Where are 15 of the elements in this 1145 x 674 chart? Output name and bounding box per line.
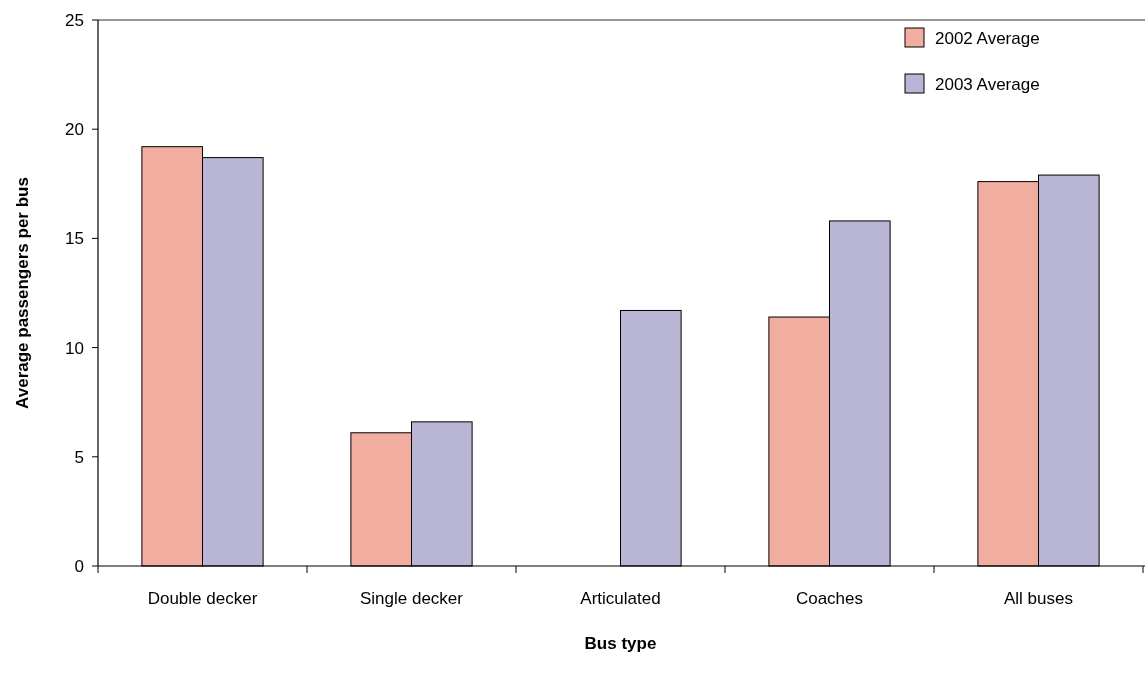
legend-label: 2002 Average [935, 28, 1040, 48]
y-tick-label: 25 [65, 10, 84, 30]
legend-label: 2003 Average [935, 74, 1040, 94]
x-axis-title: Bus type [584, 634, 657, 653]
y-tick-label: 0 [74, 556, 84, 576]
x-tick-label: All buses [1004, 589, 1073, 608]
x-tick-label: Articulated [580, 589, 661, 608]
y-tick-label: 20 [65, 120, 84, 140]
y-axis-title: Average passengers per bus [13, 177, 32, 409]
x-tick-label: Coaches [795, 589, 864, 608]
x-tick-label: Double decker [147, 589, 258, 608]
y-tick-label: 5 [74, 447, 84, 467]
y-tick-label: 10 [65, 338, 84, 358]
y-tick-label: 15 [65, 229, 84, 249]
x-tick-label: Single decker [359, 589, 464, 608]
